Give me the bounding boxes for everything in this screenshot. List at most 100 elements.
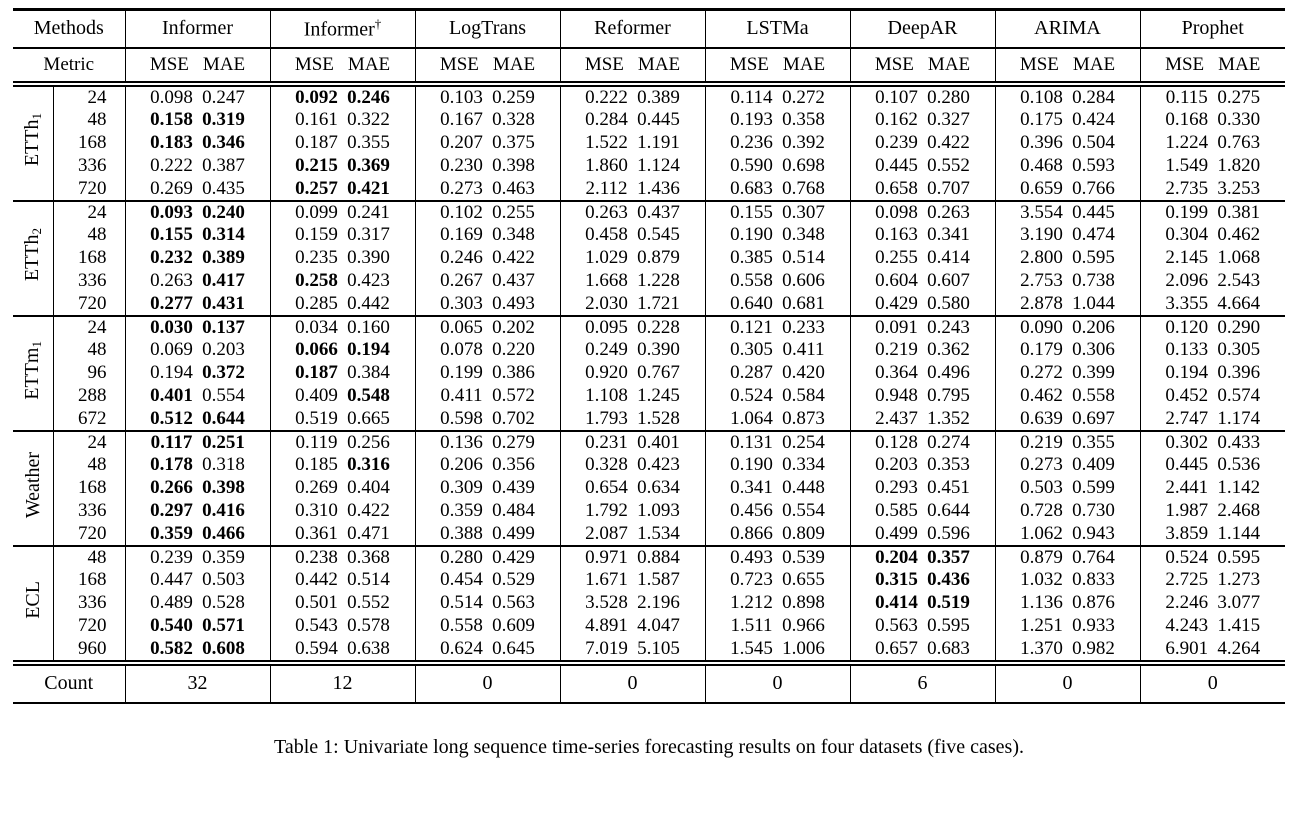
count-cell: 12: [269, 659, 415, 704]
value-cell: 0.255 0.414: [849, 246, 995, 270]
value-cell: 0.159 0.317: [269, 223, 415, 247]
mse-value: 0.503: [1020, 477, 1063, 498]
mse-value: 0.199: [440, 362, 483, 383]
mae-value: 0.436: [927, 569, 970, 590]
mse-value: 2.145: [1165, 247, 1209, 268]
mae-value: 0.228: [637, 316, 680, 338]
mse-value: 0.206: [440, 454, 483, 475]
mse-value: 1.108: [585, 385, 628, 406]
mse-value: 3.554: [1020, 201, 1063, 223]
table-row: 720 0.540 0.571 0.543 0.578 0.558 0.609 4.891 4.…: [13, 614, 1285, 638]
mse-value: 0.563: [875, 615, 918, 636]
method-name-text: DeepAR: [887, 17, 958, 40]
value-cell: 0.263 0.417: [124, 269, 270, 293]
mae-value: 0.381: [1217, 201, 1261, 223]
horizon-cell: 96: [52, 361, 126, 385]
mse-value: 0.066: [295, 339, 338, 360]
table-row: 720 0.359 0.466 0.361 0.471 0.388 0.499 2.087 1.…: [13, 522, 1285, 546]
mse-value: 0.183: [150, 132, 193, 153]
mae-value: 1.093: [637, 500, 680, 521]
mae-value: 0.451: [927, 477, 970, 498]
mse-value: 0.215: [295, 155, 338, 176]
value-cell: 1.062 0.943: [994, 522, 1140, 546]
methods-header-row: Methods Informer Informer† LogTrans Reforme…: [13, 8, 1285, 49]
value-cell: 0.069 0.203: [124, 338, 270, 362]
value-cell: 0.115 0.275: [1139, 82, 1285, 109]
methods-corner-label: Methods: [13, 8, 126, 49]
mse-value: 0.095: [585, 316, 628, 338]
value-cell: 2.735 3.253: [1139, 177, 1285, 201]
mae-value: 0.496: [927, 362, 970, 383]
value-cell: 0.388 0.499: [414, 522, 560, 546]
mae-value: 1.820: [1217, 155, 1261, 176]
method-header-prophet: Prophet: [1139, 8, 1285, 49]
group-label-rotated: ECL: [22, 581, 44, 619]
mae-value: 1.721: [637, 292, 680, 314]
mae-value: 0.462: [1217, 224, 1261, 245]
mae-value: 0.368: [347, 546, 390, 568]
value-cell: 0.257 0.421: [269, 177, 415, 201]
metric-corner-label: Metric: [13, 47, 126, 87]
table-row: Weather 24 0.117 0.251 0.119 0.256 0.136 0.279 0…: [13, 429, 1285, 546]
table-row: 168 0.447 0.503 0.442 0.514 0.454 0.529 1.671 1.…: [13, 568, 1285, 592]
mse-value: 0.030: [150, 316, 193, 338]
mse-value: 0.190: [730, 224, 773, 245]
value-cell: 1.987 2.468: [1139, 499, 1285, 523]
mse-value: 0.948: [875, 385, 918, 406]
horizon-cell: 24: [52, 429, 126, 454]
value-cell: 0.187 0.355: [269, 131, 415, 155]
mae-value: 0.697: [1072, 407, 1115, 429]
count-cell: 32: [124, 659, 270, 704]
mse-value: 2.753: [1020, 270, 1063, 291]
mse-value: 0.728: [1020, 500, 1063, 521]
mse-value: 0.219: [1020, 431, 1063, 453]
mse-value: 0.269: [295, 477, 338, 498]
value-cell: 0.305 0.411: [704, 338, 850, 362]
mse-value: 0.098: [150, 86, 193, 108]
table-row: 96 0.194 0.372 0.187 0.384 0.199 0.386 0.920 0.7…: [13, 361, 1285, 385]
count-cell: 0: [994, 659, 1140, 704]
mse-value: 0.091: [875, 316, 918, 338]
mse-value: 0.093: [150, 201, 193, 223]
value-cell: 0.582 0.608: [124, 637, 270, 663]
mae-value: 0.539: [782, 546, 825, 568]
horizon-cell: 48: [52, 453, 126, 477]
horizon-cell: 24: [52, 314, 126, 339]
mse-value: 0.199: [1165, 201, 1209, 223]
mse-value: 1.136: [1020, 592, 1063, 613]
value-cell: 0.310 0.422: [269, 499, 415, 523]
value-cell: 0.065 0.202: [414, 314, 560, 339]
mae-value: 0.279: [492, 431, 535, 453]
mae-value: 0.220: [492, 339, 535, 360]
mae-value: 0.435: [202, 177, 245, 199]
mse-value: 0.456: [730, 500, 773, 521]
mae-value: 0.240: [202, 201, 245, 223]
mse-value: 0.293: [875, 477, 918, 498]
mae-value: 0.665: [347, 407, 390, 429]
mse-value: 2.087: [585, 522, 628, 544]
mae-value: 3.253: [1217, 177, 1261, 199]
mse-value: 1.370: [1020, 637, 1063, 659]
mse-value: 0.187: [295, 362, 338, 383]
table-row: 168 0.232 0.389 0.235 0.390 0.246 0.422 1.029 0.…: [13, 246, 1285, 270]
value-cell: 0.267 0.437: [414, 269, 560, 293]
value-cell: 0.179 0.306: [994, 338, 1140, 362]
value-cell: 0.119 0.256: [269, 429, 415, 454]
mae-value: 0.702: [492, 407, 535, 429]
count-cell: 0: [559, 659, 705, 704]
method-header-informer: Informer: [124, 8, 270, 49]
mae-value: 1.068: [1217, 247, 1261, 268]
mae-value: 1.174: [1217, 407, 1261, 429]
mae-value: 0.274: [927, 431, 970, 453]
value-cell: 0.447 0.503: [124, 568, 270, 592]
value-cell: 0.458 0.545: [559, 223, 705, 247]
value-cell: 0.183 0.346: [124, 131, 270, 155]
mse-value: 0.236: [730, 132, 773, 153]
method-name-text: Reformer: [594, 17, 671, 40]
mae-value: 0.433: [1217, 431, 1261, 453]
mse-value: 0.108: [1020, 86, 1063, 108]
value-cell: 0.442 0.514: [269, 568, 415, 592]
mae-value: 0.809: [782, 522, 825, 544]
mae-value: 0.246: [347, 86, 390, 108]
mae-value: 0.437: [492, 270, 535, 291]
